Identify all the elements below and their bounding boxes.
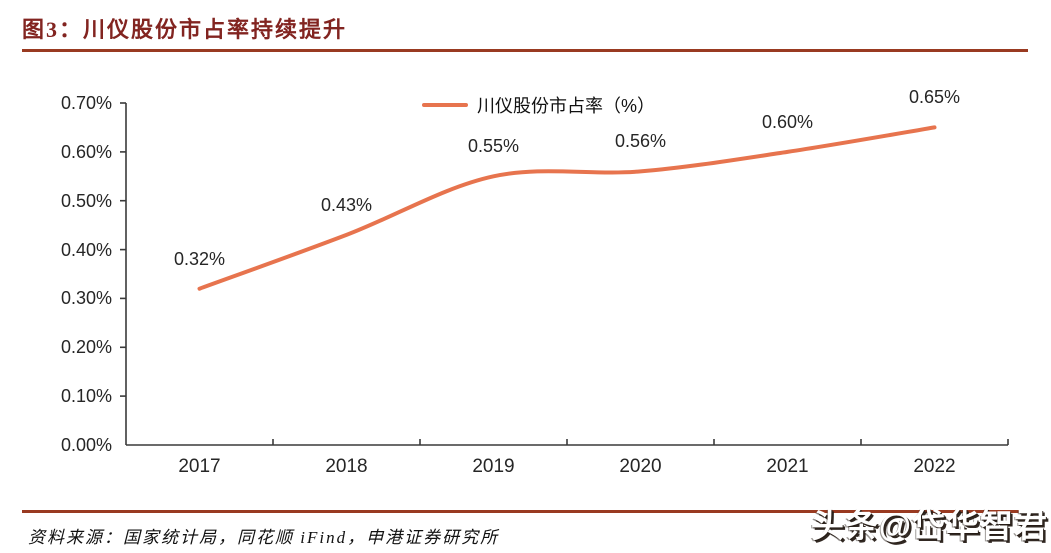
footer-divider-rule — [22, 510, 1028, 513]
y-tick-label: 0.50% — [60, 190, 112, 211]
y-tick-label: 0.40% — [60, 239, 112, 260]
chart-legend: 川仪股份市占率（%） — [422, 94, 655, 116]
figure-title: 图3：川仪股份市占率持续提升 — [22, 17, 348, 42]
x-tick-label: 2022 — [913, 456, 956, 477]
y-tick-label: 0.20% — [60, 337, 112, 358]
data-point-label: 0.55% — [467, 136, 520, 157]
x-tick-label: 2017 — [178, 456, 221, 477]
y-tick-label: 0.10% — [60, 386, 112, 407]
y-tick-label: 0.30% — [60, 288, 112, 309]
legend-series-label: 川仪股份市占率（%） — [477, 96, 656, 116]
x-tick-label: 2020 — [619, 456, 662, 477]
y-tick-label: 0.70% — [60, 93, 112, 113]
data-point-label: 0.32% — [173, 248, 226, 269]
x-tick-label: 2018 — [325, 456, 368, 477]
data-point-label: 0.43% — [320, 194, 373, 215]
y-tick-label: 0.60% — [60, 141, 112, 162]
data-point-label: 0.56% — [614, 131, 667, 152]
x-tick-label: 2021 — [766, 456, 809, 477]
x-tick-label: 2019 — [472, 456, 515, 477]
title-divider-rule — [22, 49, 1028, 52]
data-point-label: 0.65% — [908, 87, 961, 108]
data-point-label: 0.60% — [761, 111, 814, 132]
legend-line-swatch — [422, 103, 468, 107]
watermark-text: 头条@岱华智君 — [810, 507, 1048, 544]
y-tick-label: 0.00% — [60, 435, 112, 455]
series-line — [197, 125, 937, 291]
source-note: 资料来源：国家统计局，同花顺 iFind，申港证券研究所 — [28, 528, 500, 547]
